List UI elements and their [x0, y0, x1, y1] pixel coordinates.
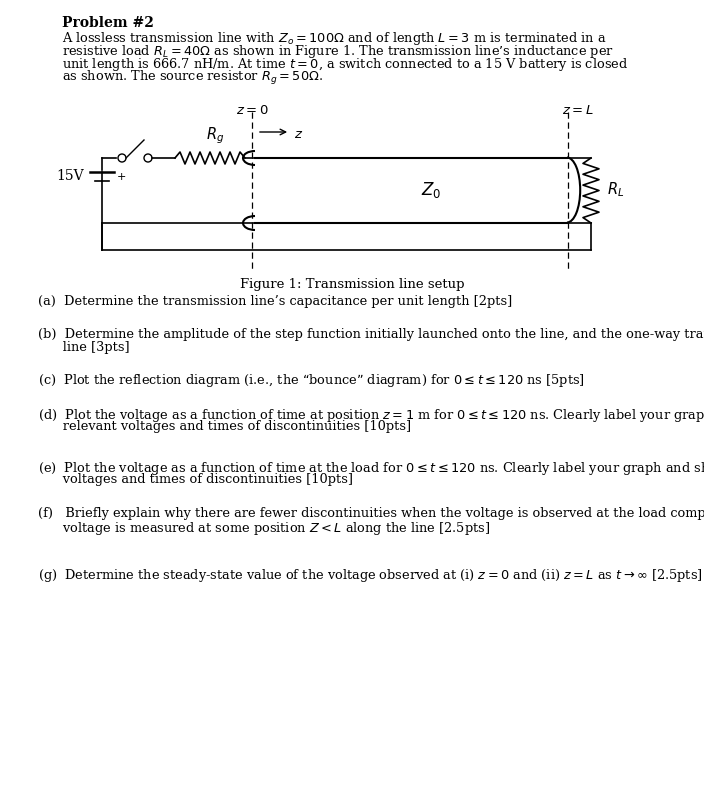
Text: $z$: $z$	[294, 128, 303, 141]
Text: $z = L$: $z = L$	[562, 104, 594, 117]
Text: (b)  Determine the amplitude of the step function initially launched onto the li: (b) Determine the amplitude of the step …	[38, 328, 704, 341]
Text: A lossless transmission line with $Z_o = 100\Omega$ and of length $L = 3$ m is t: A lossless transmission line with $Z_o =…	[62, 30, 607, 47]
Text: voltage is measured at some position $Z < L$ along the line [2.5pts]: voltage is measured at some position $Z …	[38, 520, 490, 537]
Text: unit length is 666.7 nH/m. At time $t = 0$, a switch connected to a 15 V battery: unit length is 666.7 nH/m. At time $t = …	[62, 56, 628, 73]
Text: voltages and times of discontinuities [10pts]: voltages and times of discontinuities [1…	[38, 473, 353, 486]
Text: $z = 0$: $z = 0$	[236, 104, 268, 117]
Text: (f)   Briefly explain why there are fewer discontinuities when the voltage is ob: (f) Briefly explain why there are fewer …	[38, 507, 704, 520]
Text: $Z_0$: $Z_0$	[421, 180, 441, 200]
Text: (a)  Determine the transmission line’s capacitance per unit length [2pts]: (a) Determine the transmission line’s ca…	[38, 295, 513, 308]
Text: (c)  Plot the reflection diagram (i.e., the “bounce” diagram) for $0 \leq t \leq: (c) Plot the reflection diagram (i.e., t…	[38, 372, 585, 389]
Text: Problem #2: Problem #2	[62, 16, 154, 30]
Text: (e)  Plot the voltage as a function of time at the load for $0 \leq t \leq 120$ : (e) Plot the voltage as a function of ti…	[38, 460, 704, 477]
Text: $R_g$: $R_g$	[206, 125, 224, 146]
Text: Figure 1: Transmission line setup: Figure 1: Transmission line setup	[240, 278, 464, 291]
Text: relevant voltages and times of discontinuities [10pts]: relevant voltages and times of discontin…	[38, 420, 411, 433]
Text: resistive load $R_L = 40\Omega$ as shown in Figure 1. The transmission line’s in: resistive load $R_L = 40\Omega$ as shown…	[62, 43, 614, 60]
Text: +: +	[117, 172, 127, 182]
Text: as shown. The source resistor $R_g = 50\Omega$.: as shown. The source resistor $R_g = 50\…	[62, 69, 323, 87]
Text: (d)  Plot the voltage as a function of time at position $z = 1$ m for $0 \leq t : (d) Plot the voltage as a function of ti…	[38, 407, 704, 424]
Text: 15V: 15V	[56, 169, 84, 183]
Text: (g)  Determine the steady-state value of the voltage observed at (i) $z = 0$ and: (g) Determine the steady-state value of …	[38, 567, 703, 584]
Text: line [3pts]: line [3pts]	[38, 341, 130, 354]
Text: $R_L$: $R_L$	[607, 180, 624, 200]
